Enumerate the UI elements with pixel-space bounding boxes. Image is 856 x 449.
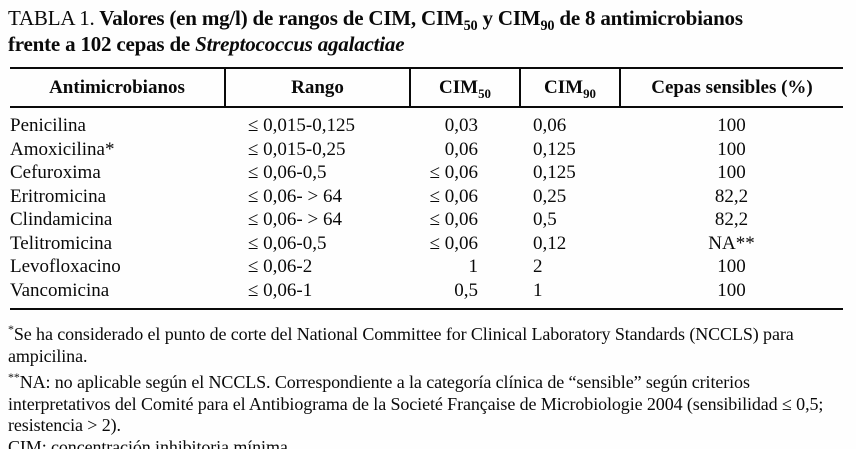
- antimicrobials-table: Antimicrobianos Rango CIM50 CIM90 Cepas …: [10, 67, 843, 310]
- cim50-cell: ≤ 0,06: [429, 162, 478, 183]
- range-cell: ≤ 0,06-0,5: [248, 232, 327, 254]
- sensitive-cell: 100: [717, 115, 746, 136]
- table-caption: TABLA 1. Valores (en mg/l) de rangos de …: [8, 5, 848, 57]
- table-row: Eritromicina ≤ 0,06- > 64 ≤ 0,06 0,25 82…: [10, 185, 843, 209]
- sensitive-cell: 100: [717, 138, 746, 160]
- antimicrobial-name-cell: Eritromicina: [10, 185, 107, 207]
- header-row: Antimicrobianos Rango CIM50 CIM90 Cepas …: [10, 67, 843, 108]
- table-row: Telitromicina ≤ 0,06-0,5 ≤ 0,06 0,12 NA*…: [10, 232, 843, 256]
- table-caption-text-1: Valores (en mg/l) de rangos de CIM, CIM: [94, 6, 464, 30]
- range-cell: ≤ 0,06- > 64: [248, 209, 342, 230]
- cim50-cell: 0,06: [444, 138, 478, 160]
- cim90-header-subscript: 90: [583, 85, 596, 101]
- table-caption-line2: frente a 102 cepas de: [8, 32, 196, 56]
- footnote-cim-definition: CIM: concentración inhibitoria mínima.: [8, 436, 293, 449]
- range-cell: ≤ 0,06-0,5: [248, 162, 327, 183]
- sensitive-cell: 82,2: [714, 185, 749, 207]
- footnote-ampicillin: *Se ha considerado el punto de corte del…: [8, 319, 852, 367]
- table-caption-label: TABLA 1.: [8, 6, 95, 30]
- cim90-header-base: CIM: [544, 77, 584, 98]
- column-header-range: Rango: [225, 67, 411, 108]
- table-row: Penicilina ≤ 0,015-0,125 0,03 0,06 100: [10, 107, 843, 138]
- footnote-ampicillin-text: Se ha considerado el punto de corte del …: [8, 324, 794, 366]
- sensitive-cell: NA**: [708, 232, 755, 254]
- table-row: Levofloxacino ≤ 0,06-2 1 2 100: [10, 255, 843, 279]
- range-cell: ≤ 0,015-0,25: [248, 138, 346, 160]
- table-row: Vancomicina ≤ 0,06-1 0,5 1 100: [10, 278, 843, 310]
- cim90-cell: 0,125: [533, 162, 576, 183]
- species-name: Streptococcus agalactiae: [195, 32, 405, 56]
- column-header-antimicrobials: Antimicrobianos: [10, 67, 226, 108]
- cim50-cell: ≤ 0,06: [429, 185, 478, 207]
- range-cell: ≤ 0,015-0,125: [248, 115, 356, 136]
- antimicrobial-name-cell: Telitromicina: [10, 232, 113, 254]
- cim90-cell: 0,25: [533, 185, 567, 207]
- footnote-marker-double-asterisk: **: [8, 370, 20, 384]
- cim50-header-subscript: 50: [478, 85, 491, 101]
- column-header-sensitive: Cepas sensibles (%): [620, 67, 843, 108]
- cim50-cell: 0,5: [410, 278, 520, 310]
- table-row: Clindamicina ≤ 0,06- > 64 ≤ 0,06 0,5 82,…: [10, 208, 843, 232]
- antimicrobial-name-cell: Cefuroxima: [10, 162, 101, 183]
- column-header-cim50: CIM50: [410, 67, 521, 108]
- range-cell: ≤ 0,06- > 64: [248, 185, 342, 207]
- antimicrobial-name-cell: Penicilina: [10, 115, 86, 136]
- range-cell: ≤ 0,06-2: [248, 256, 313, 277]
- cim50-cell: ≤ 0,06: [429, 209, 478, 230]
- sensitive-cell: 100: [717, 256, 746, 277]
- cim90-subscript: 90: [540, 18, 555, 35]
- antimicrobial-name-cell: Clindamicina: [10, 209, 113, 230]
- cim50-cell: 0,03: [444, 115, 478, 136]
- cim50-cell: ≤ 0,06: [429, 232, 478, 254]
- cim90-cell: 0,06: [533, 115, 567, 136]
- antimicrobial-name-cell: Vancomicina: [10, 278, 225, 310]
- cim50-subscript: 50: [463, 18, 478, 35]
- cim90-cell: 2: [533, 256, 543, 277]
- table-row: Amoxicilina* ≤ 0,015-0,25 0,06 0,125 100: [10, 138, 843, 162]
- sensitive-cell: 82,2: [714, 209, 749, 230]
- antimicrobial-name-cell: Levofloxacino: [10, 256, 121, 277]
- table-footnotes: *Se ha considerado el punto de corte del…: [8, 319, 852, 449]
- cim90-cell: 0,12: [533, 232, 567, 254]
- cim50-header-base: CIM: [439, 77, 479, 98]
- cim50-cell: 1: [468, 256, 479, 277]
- column-header-cim90: CIM90: [520, 67, 621, 108]
- antimicrobial-name-cell: Amoxicilina*: [10, 138, 115, 160]
- footnote-marker-asterisk: *: [8, 322, 14, 336]
- table-row: Cefuroxima ≤ 0,06-0,5 ≤ 0,06 0,125 100: [10, 161, 843, 185]
- sensitive-cell: 100: [717, 162, 746, 183]
- table-caption-text-3: de 8 antimicrobianos: [554, 6, 743, 30]
- footnote-na: **NA: no aplicable según el NCCLS. Corre…: [8, 367, 852, 437]
- cim90-cell: 1: [520, 278, 620, 310]
- table-caption-text-2: y CIM: [477, 6, 541, 30]
- sensitive-cell: 100: [620, 278, 843, 310]
- range-cell: ≤ 0,06-1: [225, 278, 410, 310]
- cim90-cell: 0,125: [533, 138, 576, 160]
- footnote-na-text: NA: no aplicable según el NCCLS. Corresp…: [8, 372, 824, 435]
- cim90-cell: 0,5: [533, 209, 557, 230]
